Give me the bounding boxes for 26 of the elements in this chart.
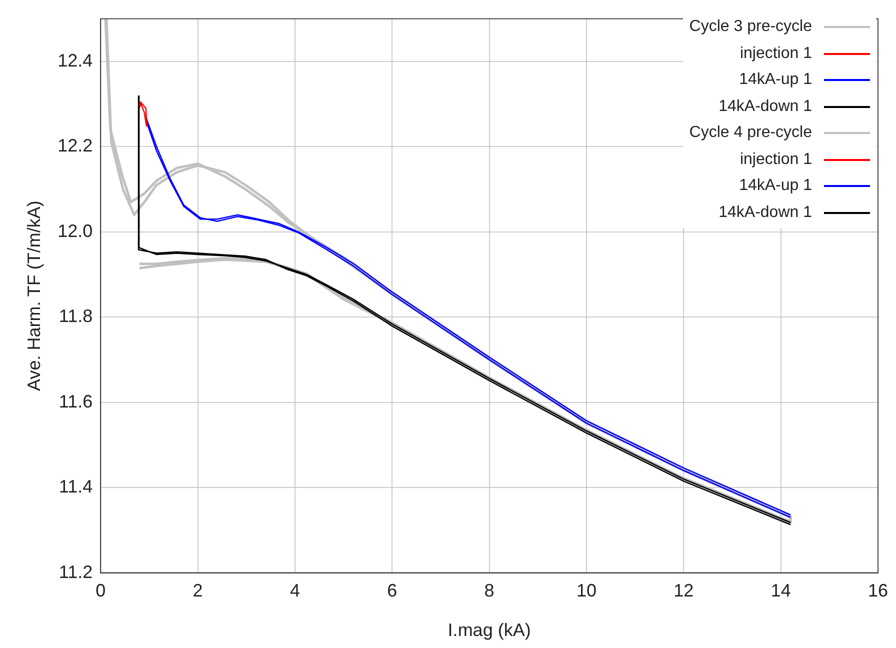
y-tick-label: 11.8 <box>58 306 93 326</box>
legend-label: 14kA-down 1 <box>718 204 812 222</box>
x-tick-label: 10 <box>576 580 596 601</box>
y-tick-label: 12.2 <box>58 136 93 156</box>
y-axis-title: Ave. Harm. TF (T/m/kA) <box>24 200 44 391</box>
x-tick-label: 8 <box>484 580 494 601</box>
x-tick-label: 12 <box>674 580 694 601</box>
x-tick-label: 6 <box>387 580 398 601</box>
legend-label: Cycle 3 pre-cycle <box>689 18 812 36</box>
legend-label: 14kA-up 1 <box>739 71 812 90</box>
y-tick-label: 11.4 <box>58 476 93 497</box>
x-axis-title: I.mag (kA) <box>448 620 531 640</box>
y-tick-label: 11.6 <box>58 391 93 412</box>
y-tick-label: 12.4 <box>58 50 93 70</box>
legend-label: 14kA-up 1 <box>739 177 812 196</box>
legend-label: Cycle 4 pre-cycle <box>689 124 812 142</box>
legend-label: 14kA-down 1 <box>718 98 812 116</box>
legend-label: injection 1 <box>740 150 812 169</box>
x-tick-label: 4 <box>290 580 300 601</box>
x-tick-label: 16 <box>868 580 888 601</box>
legend-label: injection 1 <box>740 44 812 63</box>
x-tick-label: 0 <box>96 580 106 601</box>
x-tick-label: 14 <box>770 580 791 601</box>
y-tick-label: 11.2 <box>58 562 93 582</box>
y-tick-label: 12.0 <box>58 220 93 241</box>
x-tick-label: 2 <box>192 580 203 601</box>
